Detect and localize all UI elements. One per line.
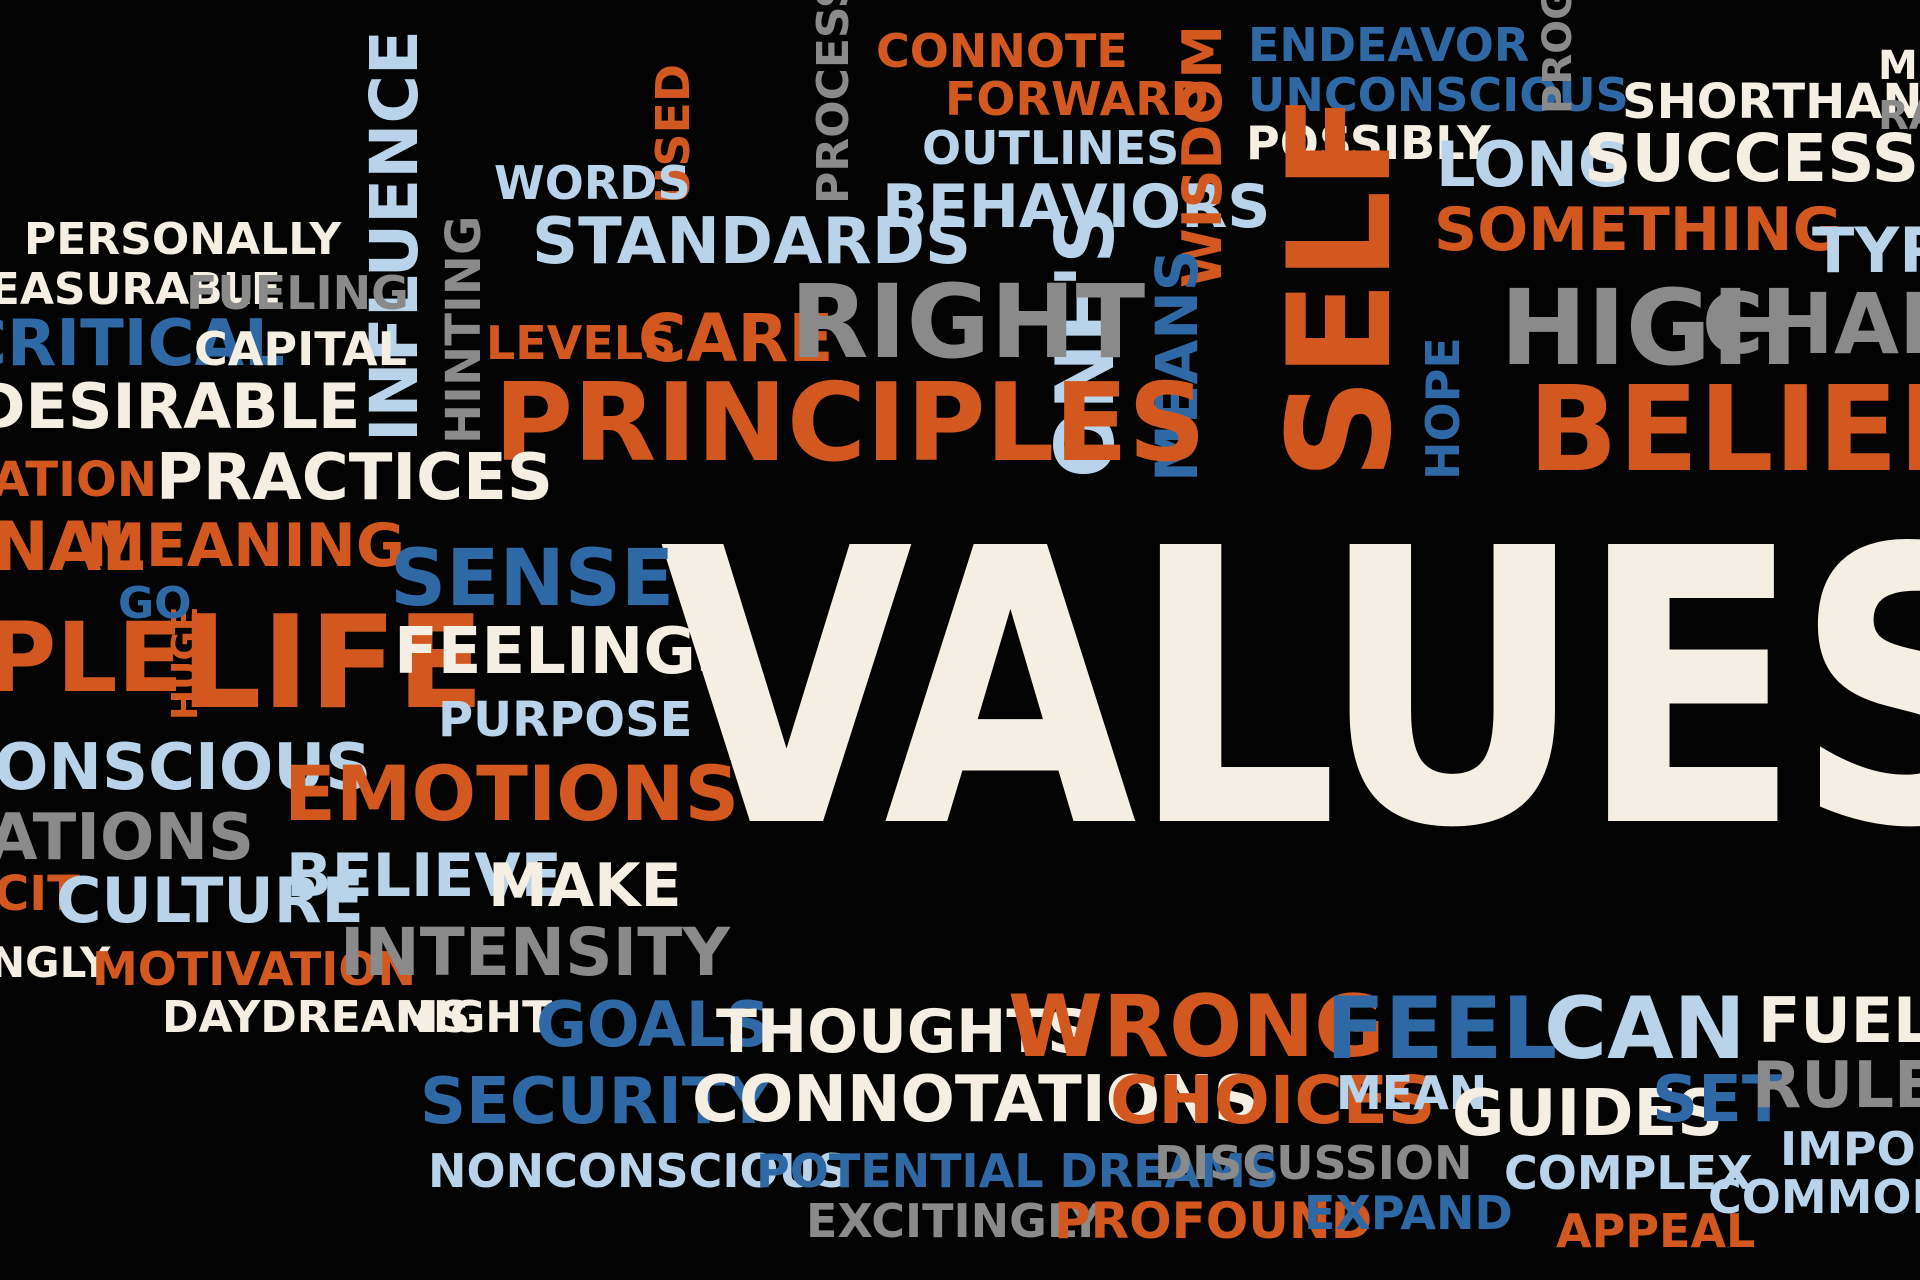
word-discussion: DISCUSSION bbox=[1154, 1136, 1473, 1190]
word-progress: PROGRESS bbox=[1535, 0, 1581, 114]
word-levels: LEVELS bbox=[486, 316, 677, 370]
word-practices: PRACTICES bbox=[156, 441, 553, 515]
word-connote: CONNOTE bbox=[876, 24, 1128, 78]
word-critical: CRITICAL bbox=[0, 307, 285, 381]
word-change: CHANGE bbox=[1702, 275, 1920, 373]
word-nonconscious: NONCONSCIOUS bbox=[428, 1144, 850, 1198]
word-nal: NAL bbox=[0, 508, 145, 587]
word-daydreams: DAYDREAMS bbox=[162, 992, 471, 1043]
word-ations: ATIONS bbox=[0, 801, 255, 875]
word-culture: CULTURE bbox=[56, 864, 364, 937]
word-words: WORDS bbox=[494, 156, 691, 210]
word-measurable: MEASURABLE bbox=[0, 264, 281, 315]
word-high: HIGH bbox=[1500, 267, 1799, 389]
word-purpose: PURPOSE bbox=[438, 692, 693, 748]
word-set: SET bbox=[1652, 1063, 1786, 1137]
word-commonly: COMMONLY bbox=[1708, 1170, 1920, 1224]
word-possibly: POSSIBLY bbox=[1246, 116, 1491, 170]
word-fueled: FUELED bbox=[1758, 984, 1920, 1057]
word-expand: EXPAND bbox=[1304, 1186, 1513, 1240]
word-meaning: MEANING bbox=[86, 511, 406, 581]
word-forward: FORWARD bbox=[945, 72, 1209, 126]
word-guides: GUIDES bbox=[1452, 1077, 1724, 1151]
word-complex: COMPLEX bbox=[1504, 1146, 1753, 1200]
word-night: NIGHT bbox=[396, 992, 553, 1043]
word-excitingly: EXCITINGLY bbox=[806, 1194, 1103, 1248]
word-standards: STANDARDS bbox=[532, 205, 972, 279]
word-make: MAKE bbox=[488, 851, 682, 921]
word-endeavor: ENDEAVOR bbox=[1248, 18, 1530, 72]
word-beliefs: BELIEFS bbox=[1528, 360, 1920, 498]
word-hope: HOPE bbox=[1416, 337, 1470, 480]
word-wrong: WRONG bbox=[1008, 977, 1385, 1077]
word-intensity: INTENSITY bbox=[340, 914, 731, 991]
word-go: GO bbox=[118, 578, 192, 629]
word-processes: PROCESSES bbox=[808, 0, 859, 204]
word-mi: MI bbox=[1878, 43, 1920, 89]
word-influence: INFLUENCE bbox=[356, 29, 433, 442]
word-important: IMPORTANT bbox=[1780, 1122, 1920, 1176]
word-outlines: OUTLINES bbox=[922, 121, 1180, 175]
word-goals: GOALS bbox=[536, 988, 771, 1061]
word-security: SECURITY bbox=[420, 1065, 772, 1139]
word-ngly: NGLY bbox=[0, 938, 111, 987]
word-thoughts: THOUGHTS bbox=[716, 997, 1091, 1067]
word-typical: TYPICAL bbox=[1812, 214, 1920, 287]
word-shorthand: SHORTHAND bbox=[1622, 74, 1920, 130]
word-emotions: EMOTIONS bbox=[284, 749, 740, 838]
word-fueling: FUELING bbox=[186, 266, 409, 320]
word-success: SUCCESS bbox=[1584, 120, 1920, 197]
word-something: SOMETHING bbox=[1434, 195, 1842, 265]
word-sense: SENSE bbox=[390, 534, 675, 624]
word-onscious: ONSCIOUS bbox=[0, 731, 372, 805]
word-believe: BELIEVE bbox=[286, 841, 562, 911]
word-desirable: DESIRABLE bbox=[0, 370, 361, 443]
word-right: RIGHT bbox=[790, 263, 1146, 382]
word-care: CARE bbox=[638, 300, 834, 377]
word-personally: PERSONALLY bbox=[24, 214, 342, 265]
word-mean: MEAN bbox=[1336, 1066, 1488, 1120]
word-principles: PRINCIPLES bbox=[494, 361, 1206, 486]
word-ra: RA bbox=[1878, 93, 1920, 139]
word-potential-dreams: POTENTIAL DREAMS bbox=[756, 1144, 1280, 1198]
word-unconscious: UNCONSCIOUS bbox=[1248, 68, 1629, 122]
word-can: CAN bbox=[1544, 979, 1746, 1079]
word-feelings: FEELINGS bbox=[394, 615, 742, 689]
word-motivation: MOTIVATION bbox=[92, 942, 416, 996]
word-hinting: HINTING bbox=[436, 215, 492, 444]
word-values: VALUES bbox=[660, 468, 1920, 911]
word-cit: CIT bbox=[0, 866, 80, 922]
word-choices: CHOICES bbox=[1110, 1062, 1436, 1139]
word-long: LONG bbox=[1436, 128, 1629, 201]
word-connotations: CONNOTATIONS bbox=[692, 1063, 1260, 1137]
word-ple: PLE bbox=[0, 602, 184, 714]
word-life: LIFE bbox=[180, 589, 485, 738]
word-ration: ATION bbox=[0, 452, 157, 508]
word-capital: CAPITAL bbox=[194, 322, 407, 376]
word-appeal: APPEAL bbox=[1556, 1204, 1756, 1258]
word-feel: FEEL bbox=[1326, 979, 1558, 1079]
word-self: SELF bbox=[1258, 93, 1423, 480]
word-rules: RULES bbox=[1752, 1049, 1920, 1123]
word-profound: PROFOUND bbox=[1054, 1192, 1373, 1250]
word-behaviors: BEHAVIORS bbox=[882, 172, 1271, 242]
